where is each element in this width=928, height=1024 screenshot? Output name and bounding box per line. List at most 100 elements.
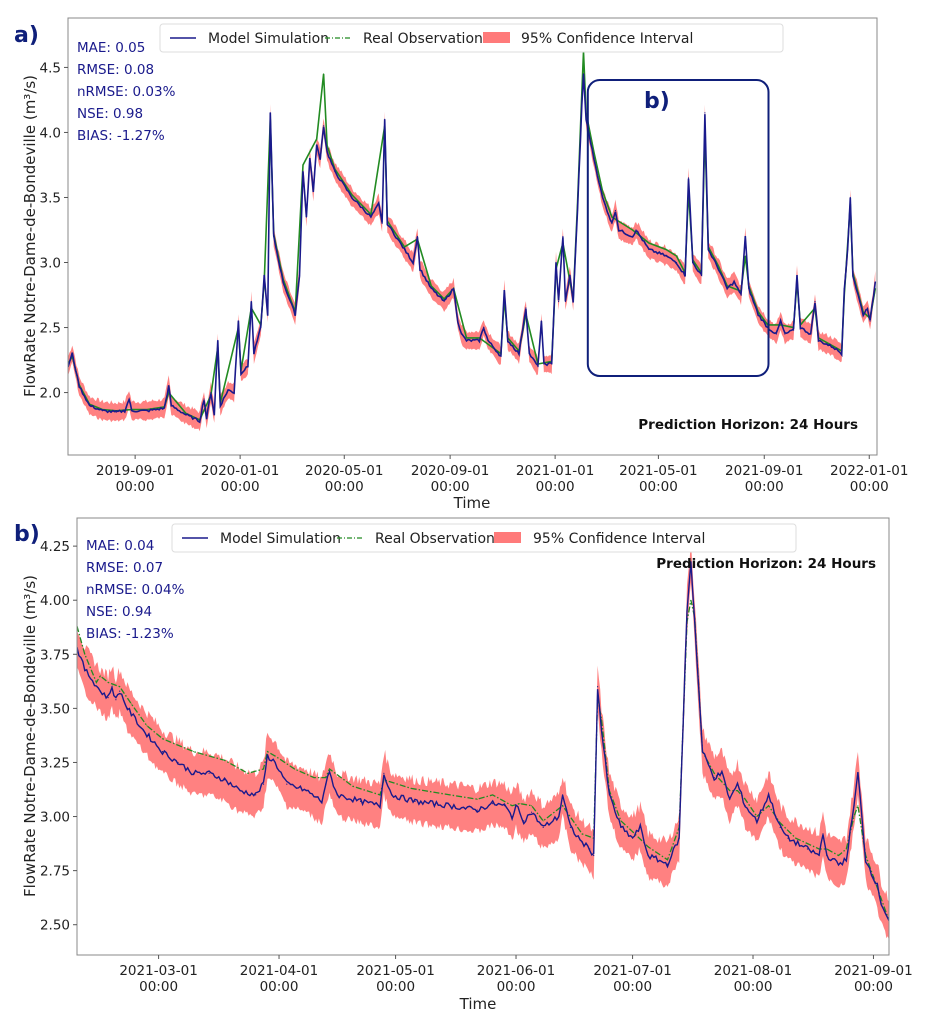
observation-data-point [593, 151, 595, 153]
model-data-point [872, 876, 875, 878]
model-data-point [419, 268, 421, 270]
model-data-point [206, 418, 208, 420]
model-data-point [273, 235, 275, 238]
model-data-point [876, 885, 878, 887]
observation-data-point [263, 768, 264, 770]
model-data-point [787, 837, 789, 839]
legend-observation-label: Real Observation [363, 31, 483, 47]
x-tick-label: 2021-04-01 [240, 963, 318, 979]
observation-data-point [492, 794, 494, 796]
model-data-point [601, 196, 604, 199]
observation-data-point [294, 768, 296, 770]
model-data-point [822, 833, 824, 835]
model-data-point [487, 339, 489, 342]
model-data-point [865, 859, 867, 861]
model-data-point [416, 235, 418, 238]
observation-line [68, 51, 877, 421]
model-data-point [581, 105, 583, 107]
model-data-point [713, 777, 715, 779]
model-data-point [294, 313, 296, 316]
model-data-point [635, 229, 637, 231]
model-data-point [326, 151, 328, 153]
metric-name: RMSE [77, 62, 115, 78]
observation-data-point [185, 412, 187, 414]
metric-name: nRMSE [86, 582, 133, 598]
model-data-point [847, 248, 849, 251]
model-data-point [874, 281, 876, 283]
y-tick-label: 3.25 [40, 755, 70, 771]
observation-data-point [853, 816, 855, 817]
observation-data-point [323, 73, 325, 75]
model-data-point [841, 353, 843, 355]
metric-name: BIAS [77, 128, 108, 144]
x-tick-label: 2019-09-01 [96, 463, 174, 479]
model-data-point [163, 407, 165, 409]
model-data-point [336, 794, 338, 796]
y-tick-label: 3.75 [40, 647, 70, 663]
x-tick-label: 2021-03-01 [119, 963, 197, 979]
model-data-point [224, 779, 226, 781]
svg-text:nRMSE: 0.04%: nRMSE: 0.04% [86, 582, 185, 598]
model-data-point [500, 355, 502, 357]
svg-text:BIAS: -1.27%: BIAS: -1.27% [77, 128, 165, 144]
model-data-point [319, 157, 321, 160]
model-data-point [115, 699, 117, 701]
model-data-point [796, 274, 798, 277]
model-data-point [414, 800, 416, 803]
model-data-point [334, 170, 336, 173]
y-tick-label: 4.00 [40, 593, 70, 609]
model-data-point [266, 755, 268, 757]
model-data-point [453, 287, 455, 290]
model-data-point [666, 863, 669, 865]
model-data-point [869, 320, 871, 322]
metrics-box: MAE: 0.04 RMSE: 0.07 nRMSE: 0.04% NSE: 0… [86, 538, 185, 642]
model-data-point [543, 363, 545, 365]
model-line-layer [68, 73, 877, 424]
model-data-point [124, 410, 126, 412]
model-data-point [784, 333, 786, 335]
x-tick-time-label: 00:00 [497, 979, 536, 995]
legend-model-label: Model Simulation [208, 31, 329, 47]
model-data-point [111, 686, 113, 688]
observation-data-point [581, 833, 583, 835]
model-data-point [460, 333, 462, 335]
model-data-point [768, 794, 770, 796]
observation-data-point [410, 787, 412, 789]
model-data-point [817, 339, 820, 342]
model-data-point [857, 772, 859, 774]
x-tick-label: 2021-09-01 [834, 963, 912, 979]
y-tick-label: 2.50 [40, 918, 70, 934]
inset-box [586, 79, 770, 377]
metric-value: 0.98 [113, 106, 143, 122]
observation-data-point [511, 805, 513, 807]
panel-label: a) [14, 23, 39, 48]
observation-data-point [443, 298, 445, 300]
observation-data-point [602, 190, 603, 192]
model-data-point [572, 300, 574, 303]
model-data-point [302, 170, 304, 173]
model-data-point [775, 333, 777, 335]
svg-text:RMSE: 0.08: RMSE: 0.08 [77, 62, 154, 78]
model-data-point [832, 346, 834, 348]
model-data-point [227, 389, 229, 391]
observation-data-point [647, 846, 649, 848]
model-data-point [585, 118, 587, 120]
model-data-point [694, 621, 696, 623]
model-data-point [193, 772, 195, 774]
observation-data-point [95, 681, 97, 683]
model-data-point [492, 803, 494, 805]
model-data-point [247, 366, 249, 368]
model-data-point [84, 668, 86, 671]
observation-data-point [729, 790, 731, 792]
model-data-point [569, 826, 572, 829]
observation-data-point [601, 718, 602, 720]
observation-data-point [130, 703, 132, 705]
model-data-point [168, 385, 170, 387]
y-tick-label: 4.25 [40, 539, 70, 555]
observation-data-point [768, 805, 770, 807]
observation-data-point [430, 285, 432, 287]
metric-name: MAE [77, 40, 106, 56]
model-data-point [199, 420, 201, 422]
observation-data-point [379, 794, 381, 796]
model-data-point [562, 235, 564, 238]
